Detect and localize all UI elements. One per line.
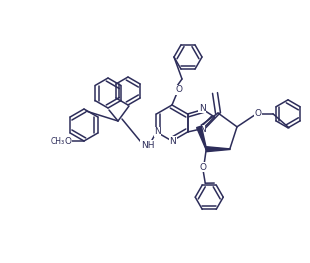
Text: N: N — [154, 128, 161, 136]
Polygon shape — [206, 147, 230, 152]
Polygon shape — [197, 126, 206, 149]
Text: N: N — [170, 136, 176, 145]
Text: N: N — [199, 104, 206, 113]
Text: CH₃: CH₃ — [51, 136, 65, 145]
Text: O: O — [200, 163, 207, 172]
Text: O: O — [64, 136, 72, 145]
Text: NH: NH — [141, 140, 154, 149]
Text: N: N — [199, 125, 206, 134]
Text: O: O — [255, 109, 262, 118]
Text: O: O — [175, 85, 183, 94]
